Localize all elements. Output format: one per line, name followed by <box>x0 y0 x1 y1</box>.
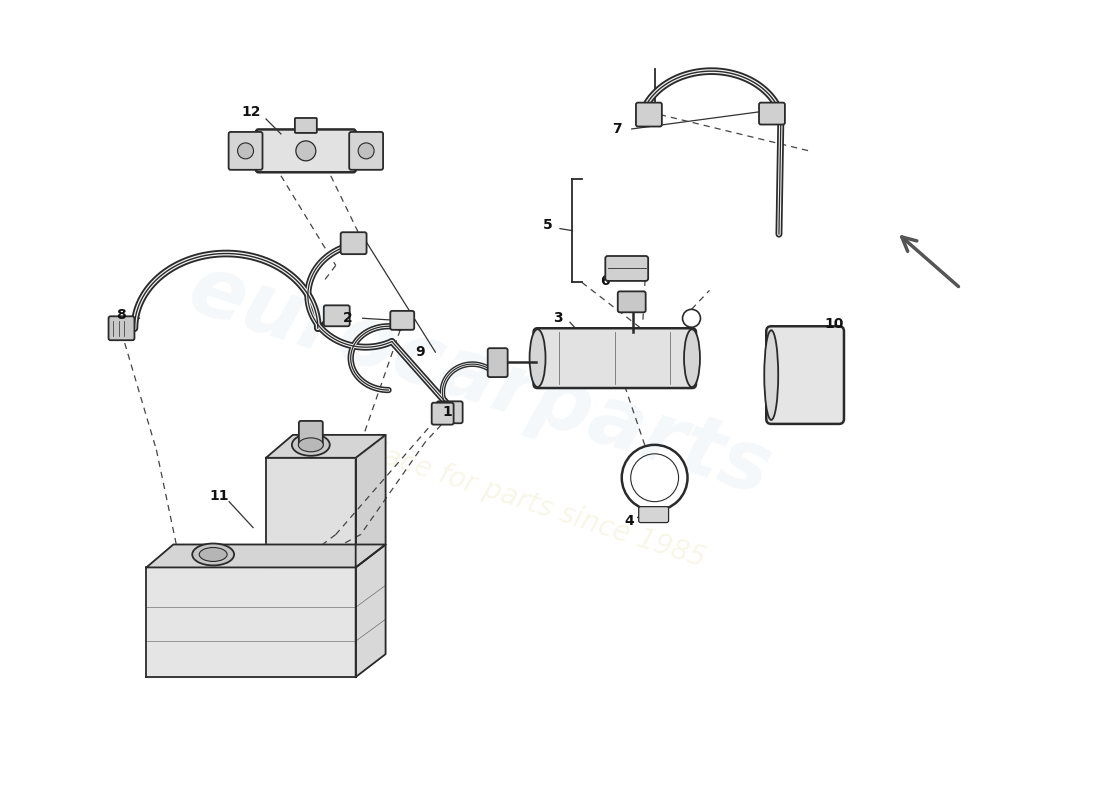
Ellipse shape <box>764 330 778 420</box>
Text: 5: 5 <box>543 218 553 231</box>
Polygon shape <box>266 435 386 458</box>
FancyBboxPatch shape <box>618 291 646 312</box>
FancyBboxPatch shape <box>256 130 355 172</box>
Ellipse shape <box>192 543 234 566</box>
Circle shape <box>359 143 374 159</box>
Text: 10: 10 <box>824 318 844 331</box>
Text: 4: 4 <box>625 514 635 527</box>
FancyBboxPatch shape <box>323 306 350 326</box>
FancyBboxPatch shape <box>487 348 507 377</box>
Ellipse shape <box>684 330 700 387</box>
Text: 6: 6 <box>600 274 609 288</box>
FancyBboxPatch shape <box>534 328 696 388</box>
Polygon shape <box>266 458 355 567</box>
FancyBboxPatch shape <box>767 326 844 424</box>
Polygon shape <box>355 545 386 677</box>
FancyBboxPatch shape <box>639 506 669 522</box>
Text: 12: 12 <box>241 105 261 119</box>
FancyBboxPatch shape <box>341 232 366 254</box>
FancyBboxPatch shape <box>636 102 662 126</box>
FancyBboxPatch shape <box>759 102 785 125</box>
Text: 7: 7 <box>612 122 621 136</box>
Ellipse shape <box>529 330 546 387</box>
FancyBboxPatch shape <box>390 311 415 330</box>
FancyBboxPatch shape <box>431 402 453 425</box>
FancyBboxPatch shape <box>437 402 463 423</box>
Polygon shape <box>146 545 386 567</box>
Text: 11: 11 <box>209 489 229 502</box>
Polygon shape <box>146 567 355 677</box>
Text: 2: 2 <box>343 311 352 326</box>
Text: 1: 1 <box>442 405 452 419</box>
Text: 8: 8 <box>117 308 126 322</box>
FancyBboxPatch shape <box>295 118 317 133</box>
Text: eurocarparts: eurocarparts <box>179 248 782 513</box>
FancyBboxPatch shape <box>299 421 322 447</box>
Circle shape <box>238 143 253 159</box>
FancyBboxPatch shape <box>229 132 263 170</box>
FancyBboxPatch shape <box>109 316 134 340</box>
Text: 3: 3 <box>553 311 563 326</box>
Polygon shape <box>355 435 386 567</box>
Text: 9: 9 <box>416 345 425 359</box>
Text: a place for parts since 1985: a place for parts since 1985 <box>331 426 710 573</box>
Ellipse shape <box>298 438 323 452</box>
FancyBboxPatch shape <box>349 132 383 170</box>
Circle shape <box>296 141 316 161</box>
FancyBboxPatch shape <box>605 256 648 281</box>
Ellipse shape <box>292 434 330 456</box>
Ellipse shape <box>199 547 227 562</box>
